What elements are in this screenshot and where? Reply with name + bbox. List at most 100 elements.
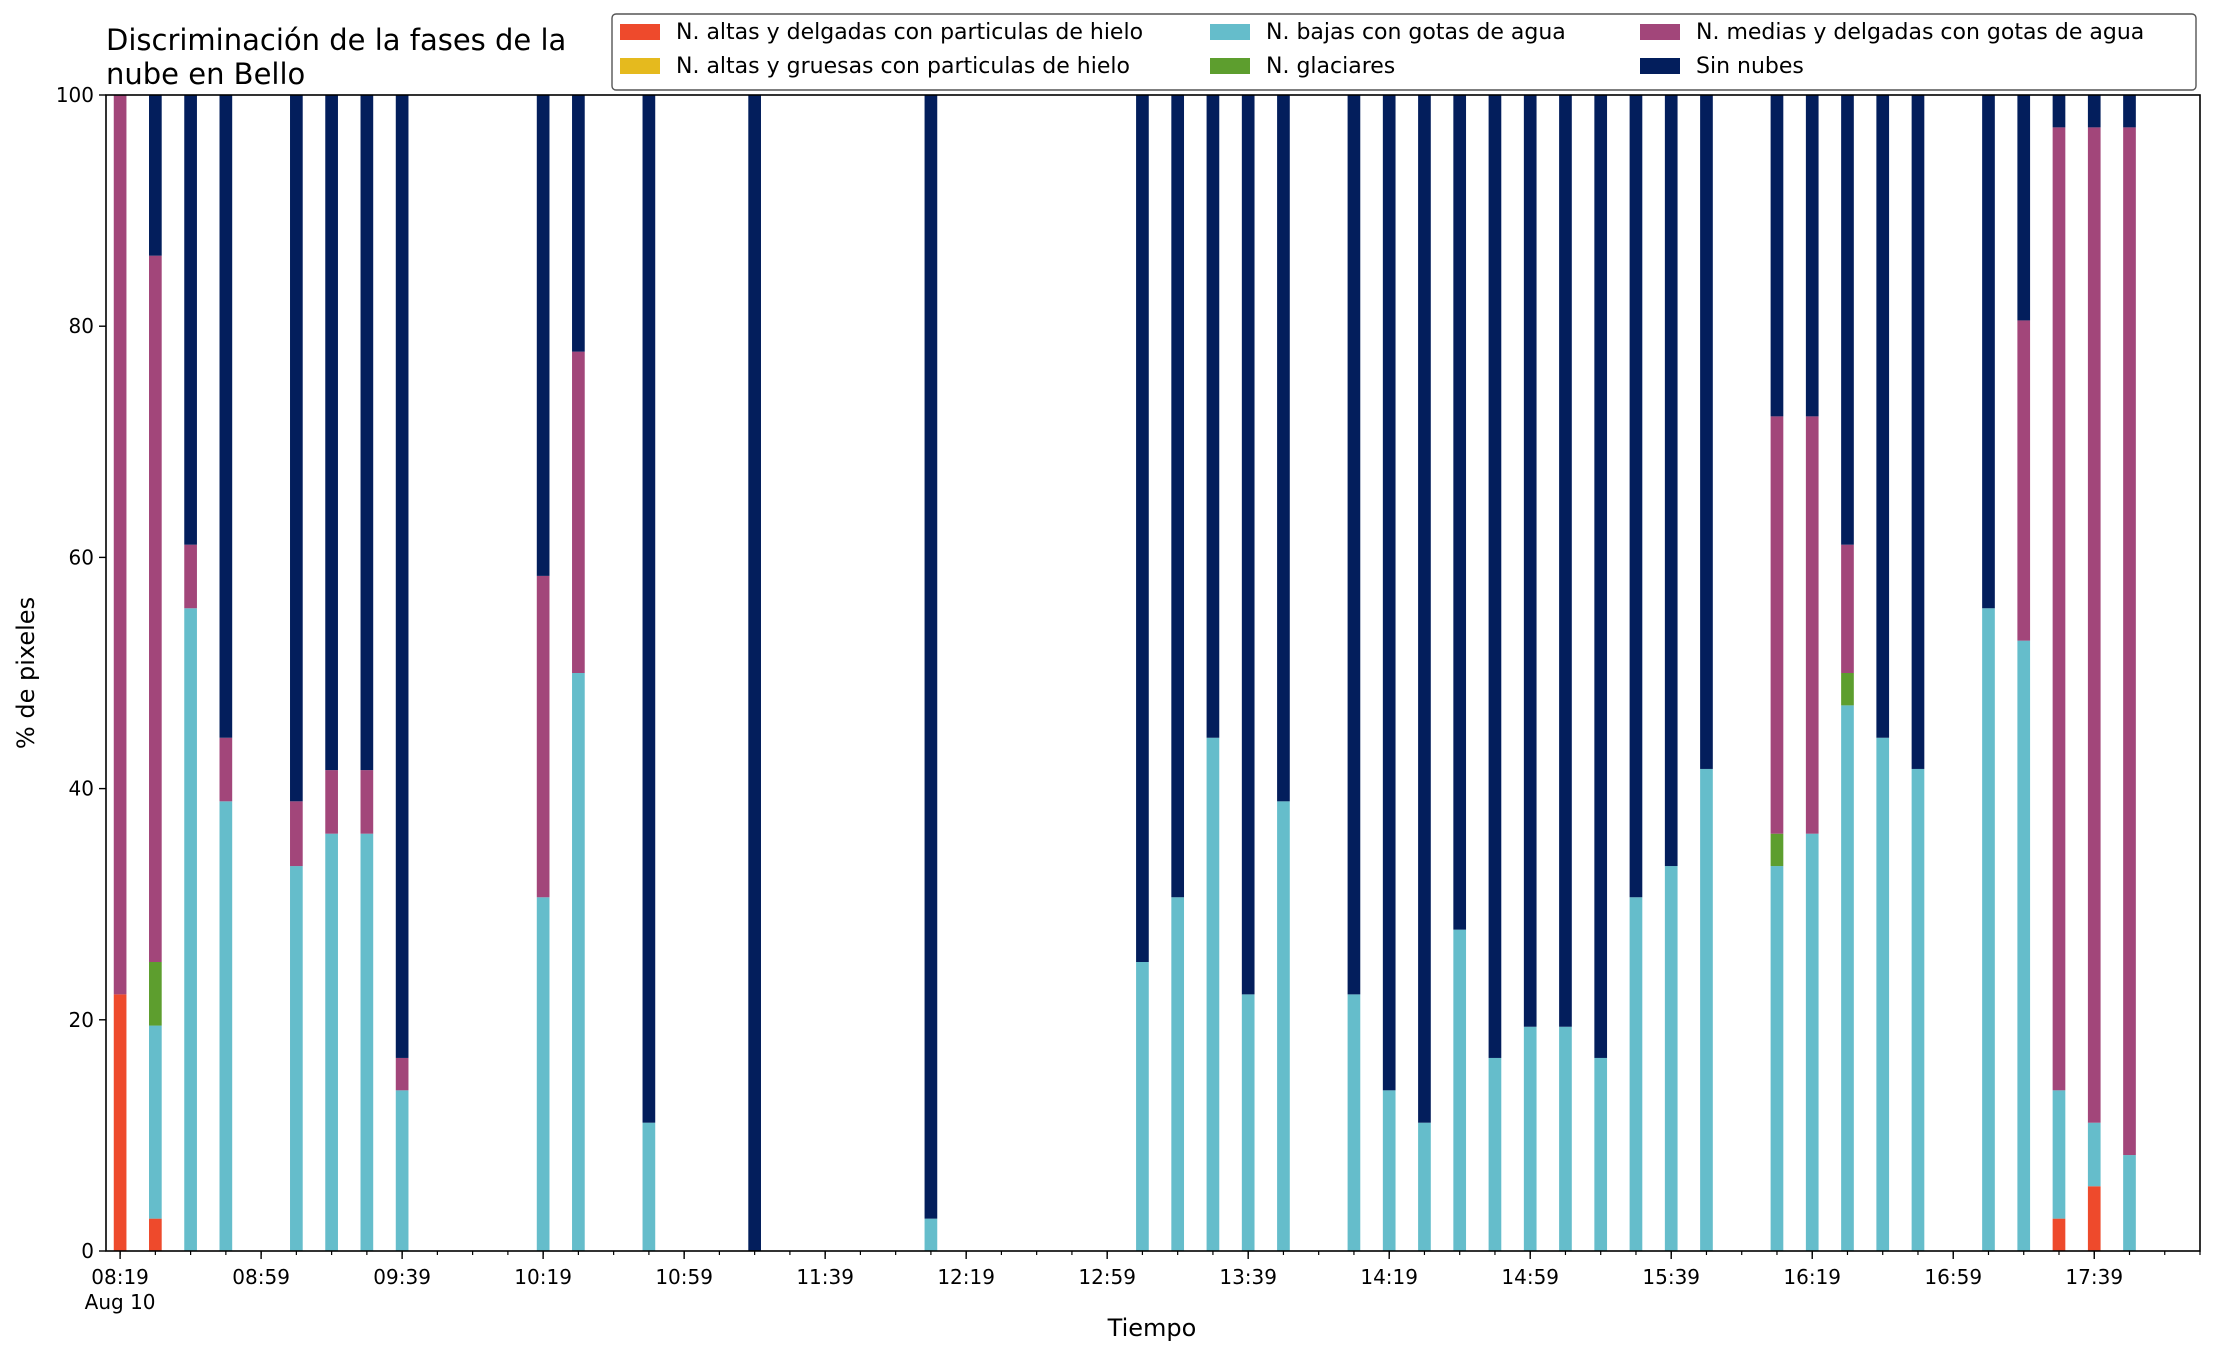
bar-segment <box>2123 1155 2136 1251</box>
bar-segment <box>2052 127 2066 1091</box>
bar-segment <box>924 95 938 1219</box>
bar-segment <box>1347 95 1361 995</box>
bar-segment <box>1911 95 1925 769</box>
legend-box <box>611 13 2197 91</box>
y-tick-label: 80 <box>69 314 94 338</box>
chart-title-line-2: nube en Bello <box>106 57 305 91</box>
bar-segment <box>642 95 656 1123</box>
bar-segment <box>1136 95 1149 962</box>
bar-segment <box>395 1090 409 1251</box>
bar-segment <box>325 770 338 834</box>
bar-segment <box>572 673 585 1251</box>
bar-segment <box>325 95 338 771</box>
bar-segment <box>1206 95 1220 738</box>
legend-label: N. altas y gruesas con particulas de hie… <box>676 54 1130 79</box>
x-tick-label: 08:19 <box>91 1265 149 1289</box>
y-axis-label: % de pixeles <box>12 597 40 749</box>
bar-segment <box>1700 95 1713 769</box>
x-tick-label: 16:19 <box>1783 1265 1841 1289</box>
legend-label: N. bajas con gotas de agua <box>1266 20 1566 45</box>
bar-segment <box>149 962 162 1026</box>
legend-label: Sin nubes <box>1696 54 1804 79</box>
bar-segment <box>748 95 761 1251</box>
bar-segment <box>1171 897 1185 1251</box>
bar-segment <box>1805 95 1819 417</box>
bar-segment <box>113 994 127 1251</box>
bar-segment <box>1488 95 1502 1058</box>
legend-label: N. medias y delgadas con gotas de agua <box>1696 20 2144 45</box>
bar-segment <box>1594 1057 1608 1251</box>
legend-label: N. glaciares <box>1266 54 1395 79</box>
bar-segment <box>2052 1090 2066 1219</box>
bar-segment <box>2087 1186 2101 1251</box>
y-tick-label: 0 <box>81 1239 94 1263</box>
x-tick-label: 16:59 <box>1924 1265 1982 1289</box>
bar-segment <box>290 95 303 802</box>
bar-segment <box>1559 95 1572 1027</box>
x-tick-label: 14:19 <box>1360 1265 1418 1289</box>
bar-segment <box>1418 95 1431 1123</box>
y-tick-label: 100 <box>56 83 94 107</box>
bar-segment <box>1841 705 1854 1251</box>
bar-segment <box>536 95 550 576</box>
legend-swatch <box>620 58 660 74</box>
bar-segment <box>1629 897 1643 1251</box>
bar-segment <box>184 95 197 545</box>
legend-swatch <box>620 24 660 40</box>
bar-segment <box>1277 801 1290 1251</box>
legend-swatch <box>1210 24 1250 40</box>
bar-segment <box>1382 1090 1396 1251</box>
bar-segment <box>1805 833 1819 1251</box>
bar-segment <box>536 897 550 1251</box>
bar-segment <box>325 833 338 1251</box>
x-tick-label: 10:19 <box>514 1265 572 1289</box>
bar-segment <box>219 737 233 802</box>
bar-segment <box>219 801 233 1251</box>
bar-segment <box>1206 737 1220 1251</box>
bar-segment <box>1241 994 1255 1251</box>
bar-segment <box>1241 95 1255 995</box>
x-axis-label: Tiempo <box>1107 1314 1197 1342</box>
bar-segment <box>1876 95 1890 738</box>
bar-segment <box>149 255 162 962</box>
bar-segment <box>1876 737 1890 1251</box>
x-tick-label: 17:39 <box>2065 1265 2123 1289</box>
legend-swatch <box>1210 58 1250 74</box>
bar-segment <box>360 770 374 834</box>
bar-segment <box>1629 95 1643 898</box>
bar-segment <box>219 95 233 738</box>
x-tick-label: 15:39 <box>1642 1265 1700 1289</box>
legend: N. altas y delgadas con particulas de hi… <box>611 13 2197 91</box>
bar-segment <box>1453 929 1467 1251</box>
bar-segment <box>1841 673 1854 706</box>
bar-segment <box>395 95 409 1058</box>
y-tick-label: 60 <box>69 545 94 569</box>
bar-segment <box>1770 95 1784 417</box>
bar-segment <box>1136 962 1149 1251</box>
bar-segment <box>2017 640 2031 1251</box>
bar-segment <box>642 1122 656 1251</box>
bar-segment <box>2017 95 2031 321</box>
bar-segment <box>2087 127 2101 1123</box>
bar-segment <box>395 1057 409 1091</box>
plot-frame <box>105 94 2201 1252</box>
bar-segment <box>149 1218 162 1251</box>
legend-swatch <box>1640 58 1680 74</box>
bar-segment <box>1523 95 1537 1027</box>
bar-segment <box>1418 1122 1431 1251</box>
bar-segment <box>1841 544 1854 673</box>
bar-segment <box>1171 95 1185 898</box>
bar-segment <box>2087 1122 2101 1187</box>
chart-title-line-1: Discriminación de la fases de la <box>106 23 566 57</box>
bar-segment <box>1664 866 1678 1251</box>
bar-segment <box>924 1218 938 1251</box>
x-tick-label: 08:59 <box>232 1265 290 1289</box>
bar-segment <box>2017 320 2031 641</box>
y-tick-label: 20 <box>69 1008 94 1032</box>
bar-segment <box>2123 95 2136 128</box>
bar-segment <box>360 95 374 771</box>
bar-segment <box>1523 1026 1537 1251</box>
x-tick-label: 09:39 <box>373 1265 431 1289</box>
